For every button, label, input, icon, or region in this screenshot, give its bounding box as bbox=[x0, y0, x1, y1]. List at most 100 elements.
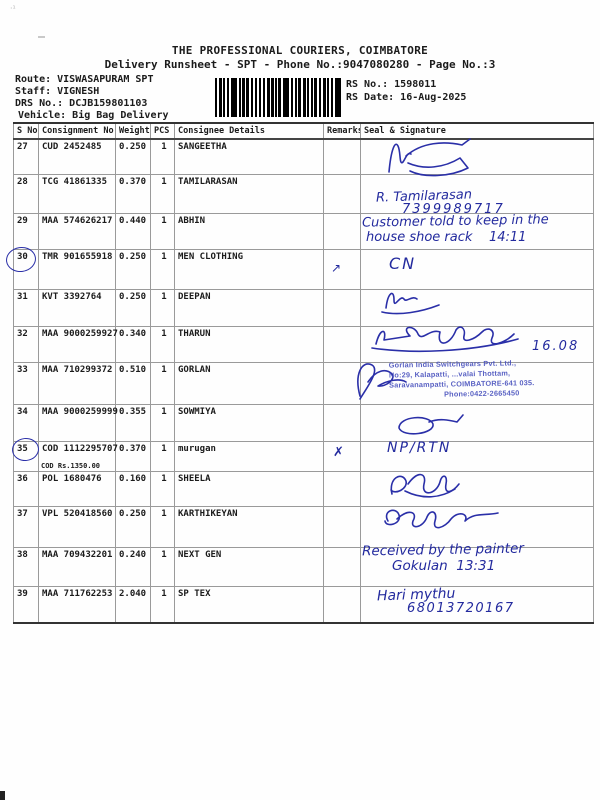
cell-remarks-37 bbox=[323, 505, 361, 548]
cell-consignee-30: MEN CLOTHING bbox=[174, 248, 324, 290]
cell-sno-34: 34 bbox=[13, 403, 39, 442]
cell-seal-28 bbox=[360, 173, 594, 214]
drs-no-line: DRS No.: DCJB159801103 bbox=[15, 98, 148, 109]
cell-consignment-34: MAA 9000259999 bbox=[38, 403, 118, 442]
table-row-29: 29 MAA 574626217 0.440 1 ABHIN bbox=[13, 212, 594, 250]
cell-consignment-32: MAA 9000259927 bbox=[38, 325, 118, 363]
cell-pcs-35: 1 bbox=[150, 440, 175, 472]
cell-weight-34: 0.355 bbox=[115, 403, 151, 442]
cell-consignment-38: MAA 709432201 bbox=[38, 546, 116, 587]
scan-artifact-corner bbox=[0, 791, 5, 800]
cell-sno-28: 28 bbox=[13, 173, 39, 214]
cell-seal-39 bbox=[360, 585, 594, 624]
cell-weight-32: 0.340 bbox=[115, 325, 151, 363]
cell-consignment-28: TCG 41861335 bbox=[38, 173, 116, 214]
table-row-31: 31 KVT 3392764 0.250 1 DEEPAN bbox=[13, 288, 594, 327]
route-line: Route: VISWASAPURAM SPT bbox=[15, 74, 154, 85]
cell-sno-29: 29 bbox=[13, 212, 39, 250]
cell-consignment-37: VPL 520418560 bbox=[38, 505, 116, 548]
handwriting-row30-cn: CN bbox=[389, 254, 417, 273]
cell-weight-29: 0.440 bbox=[115, 212, 151, 250]
table-row-38: 38 MAA 709432201 0.240 1 NEXT GEN bbox=[13, 546, 594, 587]
cell-consignee-39: SP TEX bbox=[174, 585, 324, 624]
cell-weight-39: 2.040 bbox=[115, 585, 151, 624]
cell-seal-34 bbox=[360, 403, 594, 442]
table-row-30: 30 TMR 901655918 0.250 1 MEN CLOTHING bbox=[13, 248, 594, 290]
cell-pcs-29: 1 bbox=[150, 212, 175, 250]
staff-line: Staff: VIGNESH bbox=[15, 86, 100, 97]
table-row-33: 33 MAA 710299372 0.510 1 GORLAN bbox=[13, 361, 594, 405]
cell-weight-30: 0.250 bbox=[115, 248, 151, 290]
table-row-36: 36 POL 1680476 0.160 1 SHEELA bbox=[13, 470, 594, 507]
col-header-pcs: PCS bbox=[150, 122, 175, 140]
handwriting-row35-status: NP/RTN bbox=[387, 440, 452, 456]
cell-pcs-28: 1 bbox=[150, 173, 175, 214]
col-header-remarks: Remarks bbox=[323, 122, 361, 140]
handwriting-row38-note1: Received by the painter bbox=[361, 540, 525, 560]
rs-no-line: RS No.: 1598011 bbox=[346, 79, 437, 90]
cell-remarks-29 bbox=[323, 212, 361, 250]
cell-consignee-27: SANGEETHA bbox=[174, 138, 324, 175]
cell-remarks-28 bbox=[323, 173, 361, 214]
cell-weight-31: 0.250 bbox=[115, 288, 151, 327]
remark-mark-row30: ↗ bbox=[331, 261, 342, 275]
cell-consignee-28: TAMILARASAN bbox=[174, 173, 324, 214]
handwriting-row32-date: 16.08 bbox=[532, 339, 580, 354]
cell-consignee-31: DEEPAN bbox=[174, 288, 324, 327]
cell-sno-27: 27 bbox=[13, 138, 39, 175]
cell-pcs-34: 1 bbox=[150, 403, 175, 442]
cell-pcs-33: 1 bbox=[150, 361, 175, 405]
cell-consignee-35: murugan bbox=[174, 440, 324, 472]
cell-consignment-29: MAA 574626217 bbox=[38, 212, 116, 250]
cell-consignee-38: NEXT GEN bbox=[174, 546, 324, 587]
cell-consignment-33: MAA 710299372 bbox=[38, 361, 116, 405]
company-title: THE PROFESSIONAL COURIERS, COIMBATORE bbox=[171, 44, 429, 57]
cell-pcs-39: 1 bbox=[150, 585, 175, 624]
cell-pcs-36: 1 bbox=[150, 470, 175, 507]
cell-consignee-34: SOWMIYA bbox=[174, 403, 324, 442]
col-header-sno: S No bbox=[13, 122, 39, 140]
table-header-row: S No Consignment No Weight PCS Consignee Det… bbox=[13, 122, 594, 140]
table-row-28: 28 TCG 41861335 0.370 1 TAMILARASAN bbox=[13, 173, 594, 214]
signature-scribble-row31 bbox=[381, 292, 440, 315]
cell-consignee-33: GORLAN bbox=[174, 361, 324, 405]
cell-consignment-27: CUD 2452485 bbox=[38, 138, 116, 175]
table-row-35: 35 COD 1112295707 COD Rs.1350.00 0.370 1 muru… bbox=[13, 440, 594, 472]
handwriting-row29-note1: Customer told to keep in the bbox=[361, 212, 549, 231]
cell-weight-36: 0.160 bbox=[115, 470, 151, 507]
table-row-27: 27 CUD 2452485 0.250 1 SANGEETHA bbox=[13, 138, 594, 175]
cell-sno-35: 35 bbox=[13, 440, 39, 472]
scan-artifact-dash bbox=[38, 36, 45, 38]
cell-sno-36: 36 bbox=[13, 470, 39, 507]
cell-remarks-39 bbox=[323, 585, 361, 624]
col-header-consignment: Consignment No bbox=[38, 122, 116, 140]
cell-remarks-30 bbox=[323, 248, 361, 290]
remark-mark-row35: ✗ bbox=[333, 445, 344, 460]
vehicle-line: Vehicle: Big Bag Delivery bbox=[18, 110, 169, 121]
cell-seal-29 bbox=[360, 212, 594, 250]
cell-remarks-27 bbox=[323, 138, 361, 175]
cell-weight-28: 0.370 bbox=[115, 173, 151, 214]
cell-weight-35: 0.370 bbox=[115, 440, 151, 472]
col-header-weight: Weight bbox=[115, 122, 151, 140]
cell-remarks-34 bbox=[323, 403, 361, 442]
cell-consignee-37: KARTHIKEYAN bbox=[174, 505, 324, 548]
cell-sno-38: 38 bbox=[13, 546, 39, 587]
cell-consignee-29: ABHIN bbox=[174, 212, 324, 250]
signature-scribble-row36 bbox=[390, 473, 460, 498]
cod-note: COD Rs.1350.00 bbox=[41, 461, 101, 470]
cell-consignment-36: POL 1680476 bbox=[38, 470, 116, 507]
col-header-consignee: Consignee Details bbox=[174, 122, 324, 140]
cell-sno-37: 37 bbox=[13, 505, 39, 548]
scan-artifact-topleft: ·¹ bbox=[10, 4, 16, 13]
cell-pcs-38: 1 bbox=[150, 546, 175, 587]
cell-seal-38 bbox=[360, 546, 594, 587]
cell-remarks-31 bbox=[323, 288, 361, 327]
company-stamp: Gorlan India Switchgears Pvt. Ltd., No:2… bbox=[389, 357, 575, 400]
cell-sno-33: 33 bbox=[13, 361, 39, 405]
cell-consignment-30: TMR 901655918 bbox=[38, 248, 116, 290]
signature-scribble-row27 bbox=[388, 138, 471, 177]
handwriting-row28-phone: 7399989717 bbox=[402, 202, 505, 217]
barcode bbox=[215, 78, 341, 117]
handwriting-row39-phone: 68013720167 bbox=[407, 601, 515, 616]
